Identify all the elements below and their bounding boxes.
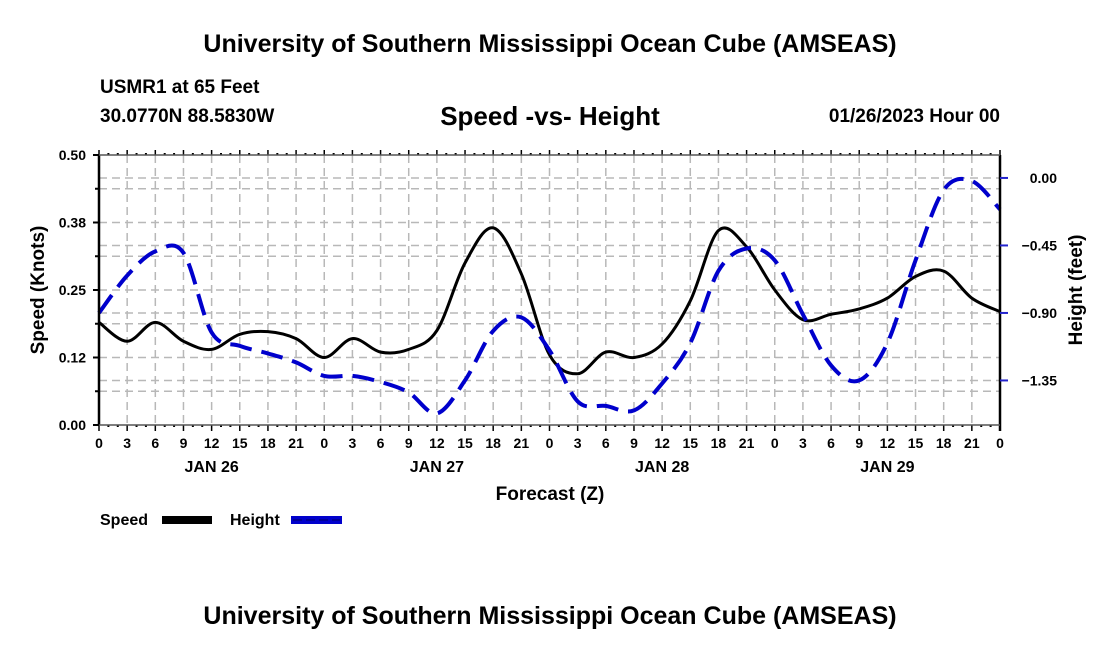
x-tick-label: 18 xyxy=(711,435,727,451)
x-tick-label: 6 xyxy=(602,435,610,451)
grid-lines xyxy=(99,155,1000,425)
y-tick-label: 0.25 xyxy=(59,282,86,298)
x-tick-label: 21 xyxy=(964,435,980,451)
x-tick-label: 18 xyxy=(260,435,276,451)
x-tick-label: 9 xyxy=(855,435,863,451)
x-tick-label: 12 xyxy=(654,435,670,451)
x-tick-label: 3 xyxy=(799,435,807,451)
x-tick-label: 15 xyxy=(682,435,698,451)
chart-subtitle: Speed -vs- Height xyxy=(440,101,660,131)
x-tick-label: 3 xyxy=(123,435,131,451)
series-layer xyxy=(97,176,1002,416)
x-tick-label: 0 xyxy=(95,435,103,451)
x-tick-label: 9 xyxy=(630,435,638,451)
y-tick-label: 0.12 xyxy=(59,350,86,366)
x-axis-title: Forecast (Z) xyxy=(496,484,605,505)
y-tick-label: 0.50 xyxy=(59,147,86,163)
y2-tick-label: 0.00 xyxy=(1030,170,1057,186)
x-tick-label: 6 xyxy=(151,435,159,451)
day-label: JAN 26 xyxy=(185,459,239,476)
y-tick-label: 0.38 xyxy=(59,215,86,231)
x-tick-label: 9 xyxy=(180,435,188,451)
day-label: JAN 27 xyxy=(410,459,464,476)
x-tick-label: 21 xyxy=(288,435,304,451)
x-tick-label: 6 xyxy=(827,435,835,451)
y2-tick-label: −0.90 xyxy=(1022,305,1058,321)
x-tick-label: 18 xyxy=(936,435,952,451)
legend-label-speed: Speed xyxy=(100,512,148,529)
legend-label-height: Height xyxy=(230,512,280,529)
legend-swatch-speed xyxy=(162,516,212,524)
x-tick-label: 6 xyxy=(377,435,385,451)
series-line-height xyxy=(97,176,1002,416)
y-axis-title: Speed (Knots) xyxy=(28,226,49,355)
x-tick-label: 15 xyxy=(232,435,248,451)
tick-labels-layer: 0 3 6 9 12 15 18 21 0 3 6 9 12 15 18 21 0 3 6 9 12 15 18 21 0 3 6 9… xyxy=(59,147,1057,476)
day-label: JAN 29 xyxy=(860,459,914,476)
x-tick-label: 0 xyxy=(320,435,328,451)
station-label: USMR1 at 65 Feet xyxy=(100,77,260,98)
day-label: JAN 28 xyxy=(635,459,689,476)
x-tick-label: 12 xyxy=(204,435,220,451)
chart-main-title: University of Southern Mississippi Ocean… xyxy=(203,30,897,58)
x-tick-label: 15 xyxy=(457,435,473,451)
y2-tick-label: −0.45 xyxy=(1022,237,1058,253)
x-tick-label: 9 xyxy=(405,435,413,451)
footer-title: University of Southern Mississippi Ocean… xyxy=(203,602,897,630)
x-tick-label: 0 xyxy=(546,435,554,451)
series-line-speed xyxy=(98,226,1001,376)
x-tick-label: 21 xyxy=(739,435,755,451)
legend: Speed Height xyxy=(100,512,342,529)
x-tick-label: 15 xyxy=(908,435,924,451)
forecast-datetime: 01/26/2023 Hour 00 xyxy=(828,106,1000,127)
x-tick-label: 12 xyxy=(880,435,896,451)
axes-layer xyxy=(93,150,1008,431)
legend-swatch-height xyxy=(291,516,342,524)
x-tick-label: 3 xyxy=(574,435,582,451)
coordinates-label: 30.0770N 88.5830W xyxy=(100,106,275,127)
y-tick-label: 0.00 xyxy=(59,417,86,433)
x-tick-label: 12 xyxy=(429,435,445,451)
x-tick-label: 21 xyxy=(514,435,530,451)
y2-axis-title: Height (feet) xyxy=(1066,235,1087,346)
x-tick-label: 18 xyxy=(485,435,501,451)
x-tick-label: 0 xyxy=(996,435,1004,451)
y2-tick-label: −1.35 xyxy=(1022,372,1058,388)
x-tick-label: 3 xyxy=(349,435,357,451)
x-tick-label: 0 xyxy=(771,435,779,451)
